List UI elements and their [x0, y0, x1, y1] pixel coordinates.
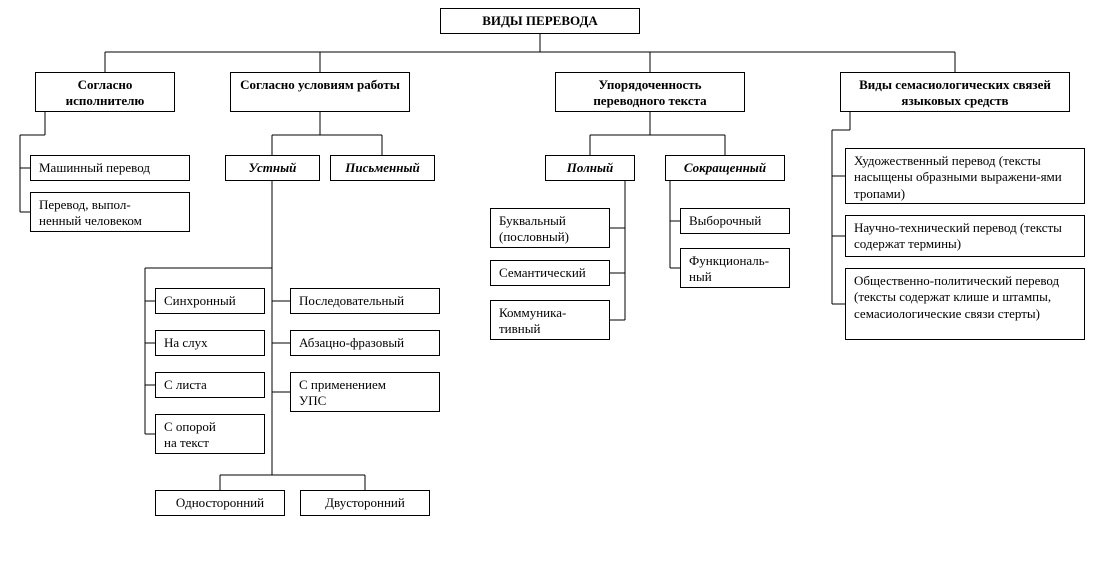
branch-semas-header: Виды семасиологических связей языковых с…	[840, 72, 1070, 112]
node-selective: Выборочный	[680, 208, 790, 234]
node-literal: Буквальный (пословный)	[490, 208, 610, 248]
node-machine-translation: Машинный перевод	[30, 155, 190, 181]
node-functional: Функциональ- ный	[680, 248, 790, 288]
node-scitech: Научно-технический перевод (тексты содер…	[845, 215, 1085, 257]
node-literary: Художественный перевод (тексты насыщены …	[845, 148, 1085, 204]
node-sociopolitical: Общественно-политический перевод (тексты…	[845, 268, 1085, 340]
node-oral: Устный	[225, 155, 320, 181]
node-communicative: Коммуника- тивный	[490, 300, 610, 340]
node-with-text: С опорой на текст	[155, 414, 265, 454]
node-consecutive: Последовательный	[290, 288, 440, 314]
node-abridged: Сокращенный	[665, 155, 785, 181]
branch-conditions-header: Согласно условиям работы	[230, 72, 410, 112]
node-human-translation: Перевод, выпол- ненный человеком	[30, 192, 190, 232]
node-ups: С применением УПС	[290, 372, 440, 412]
node-semantic: Семантический	[490, 260, 610, 286]
root-node: ВИДЫ ПЕРЕВОДА	[440, 8, 640, 34]
node-by-ear: На слух	[155, 330, 265, 356]
node-paragraph-phrase: Абзацно-фразовый	[290, 330, 440, 356]
node-synchronous: Синхронный	[155, 288, 265, 314]
node-two-way: Двусторонний	[300, 490, 430, 516]
node-full: Полный	[545, 155, 635, 181]
node-written: Письменный	[330, 155, 435, 181]
branch-ordering-header: Упорядоченность переводного текста	[555, 72, 745, 112]
node-from-sheet: С листа	[155, 372, 265, 398]
node-one-way: Односторонний	[155, 490, 285, 516]
branch-performer-header: Согласно исполнителю	[35, 72, 175, 112]
